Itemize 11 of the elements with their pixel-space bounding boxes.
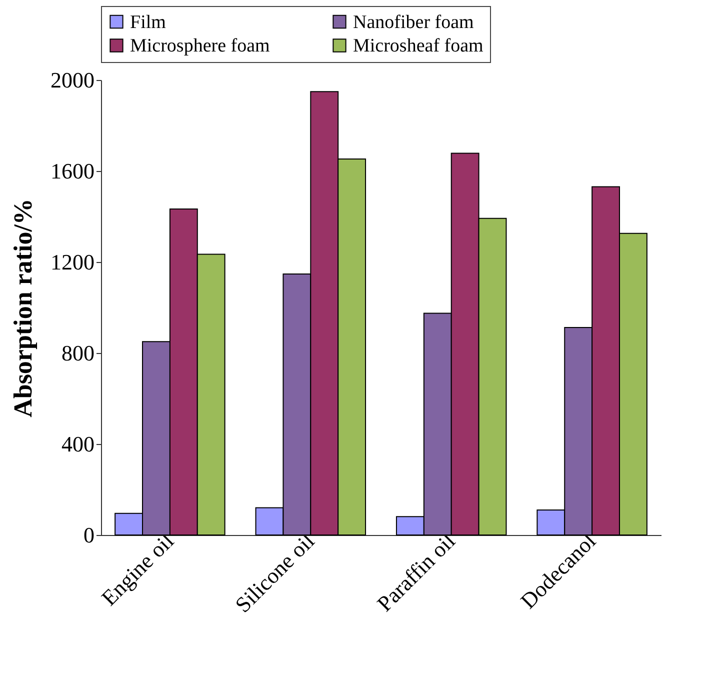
y-tick-label: 1600 bbox=[50, 158, 94, 184]
legend-label: Film bbox=[130, 12, 166, 33]
y-tick-label: 400 bbox=[62, 432, 94, 456]
y-tick-label: 800 bbox=[62, 340, 94, 366]
legend-label: Nanofiber foam bbox=[353, 12, 474, 33]
legend-label: Microsphere foam bbox=[130, 36, 270, 56]
y-tick-label: 0 bbox=[84, 522, 94, 548]
y-tick-label: 1200 bbox=[50, 250, 94, 274]
legend-label: Microsheaf foam bbox=[353, 36, 484, 56]
y-axis-title: Absorption ratio/% bbox=[8, 198, 38, 418]
y-tick-label: 2000 bbox=[50, 68, 94, 92]
